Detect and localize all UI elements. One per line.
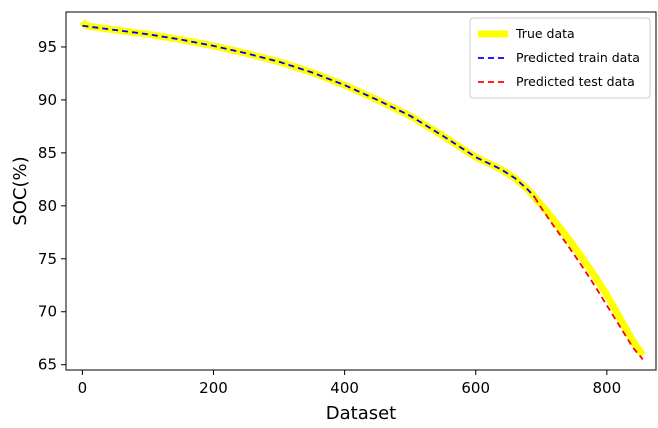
y-tick-label: 75 [38, 250, 57, 268]
x-axis: 0 200 400 600 800 [78, 370, 622, 397]
legend-label: Predicted test data [516, 74, 635, 89]
y-axis: 65 70 75 80 85 90 95 [38, 38, 66, 374]
x-tick-label: 200 [199, 379, 228, 397]
x-tick-label: 400 [330, 379, 359, 397]
series-line-3 [533, 196, 644, 360]
y-tick-label: 80 [38, 197, 57, 215]
y-tick-label: 70 [38, 303, 57, 321]
legend-box [469, 17, 651, 99]
legend: True data Predicted train data Predicted t… [469, 17, 651, 99]
x-tick-label: 800 [593, 379, 622, 397]
plot-frame [65, 11, 657, 371]
y-axis-title: SOC(%) [10, 156, 31, 225]
series-layer [79, 19, 646, 360]
y-tick-label: 95 [38, 38, 57, 56]
x-tick-label: 600 [461, 379, 490, 397]
y-tick-label: 85 [38, 144, 57, 162]
legend-label: Predicted train data [516, 50, 640, 65]
y-tick-label: 65 [38, 356, 57, 374]
x-axis-title: Dataset [326, 403, 397, 424]
x-tick-label: 0 [78, 379, 88, 397]
y-tick-label: 90 [38, 91, 57, 109]
legend-label: True data [515, 26, 575, 41]
series-line-2 [82, 24, 536, 198]
